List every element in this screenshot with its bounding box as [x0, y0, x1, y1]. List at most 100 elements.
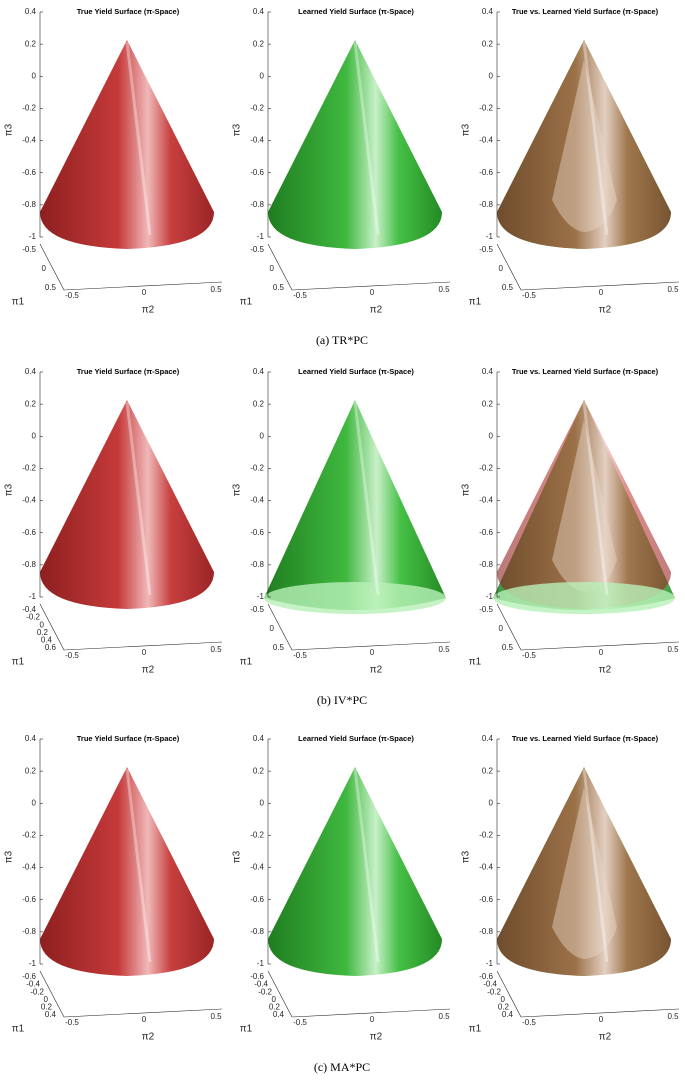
x1-axis-label: π1	[469, 657, 482, 668]
x1-axis-label: π1	[12, 1024, 25, 1035]
true-surface	[497, 400, 671, 609]
z-tick-label: 0	[489, 431, 494, 440]
x2-axis-label: π2	[370, 1032, 383, 1043]
x1-tick-label: 0.4	[273, 1010, 285, 1019]
z-tick-label: -0.2	[479, 104, 493, 113]
x1-axis	[39, 243, 65, 291]
highlight	[353, 401, 380, 596]
panel-title: True Yield Surface (π-Space)	[77, 734, 180, 743]
highlight	[353, 768, 380, 963]
x2-tick-label: 0.5	[210, 285, 222, 294]
x2-tick-label: 0.5	[438, 1012, 450, 1021]
z-tick-label: 0	[32, 71, 37, 80]
z-tick-label: -0.6	[479, 895, 493, 904]
x2-axis	[520, 641, 680, 651]
panel-title: True vs. Learned Yield Surface (π-Space)	[512, 367, 659, 376]
z-tick-label: -0.2	[22, 464, 36, 473]
z-tick-label: 0.2	[253, 39, 265, 48]
z-tick-label: 0.2	[482, 766, 494, 775]
highlight	[125, 401, 152, 596]
x2-axis-label: π2	[142, 1032, 155, 1043]
panel: Learned Yield Surface (π-Space) 0.4 0.2 0 -0…	[232, 7, 450, 316]
z-tick-label: -0.8	[22, 200, 36, 209]
highlight	[353, 41, 380, 236]
learned-surface	[264, 400, 446, 610]
x1-tick-label: 0	[42, 264, 47, 273]
x2-tick-label: 0	[142, 1015, 147, 1024]
x2-tick-label: 0.5	[438, 645, 450, 654]
z-tick-label: 0.4	[253, 734, 265, 743]
x1-tick-label: -0.5	[250, 605, 264, 614]
x1-tick-label: 0	[499, 624, 504, 633]
x2-axis	[63, 1008, 223, 1018]
panel: True Yield Surface (π-Space)0.40.20-0.2-…	[4, 734, 222, 1043]
x1-tick-label: 0.5	[502, 643, 514, 652]
x2-axis-label: π2	[142, 305, 155, 316]
z-tick-label: -0.2	[22, 104, 36, 113]
highlight	[125, 768, 152, 963]
z-tick-label: -0.6	[22, 528, 36, 537]
x1-axis-label: π1	[240, 1024, 253, 1035]
x1-tick-label: 0.4	[45, 1010, 57, 1019]
x1-tick-label: -0.6	[250, 972, 264, 981]
x2-tick-label: -0.5	[522, 651, 536, 660]
panel: True vs. Learned Yield Surface (π-Space)…	[461, 7, 679, 316]
figure-row: (b) IV*PC True Yield Surface (π-Space) 0.4…	[4, 367, 679, 707]
z-tick-label: 0.4	[482, 7, 494, 16]
z-axis-label: π3	[232, 483, 243, 496]
x1-tick-label: -0.6	[22, 972, 36, 981]
x1-tick-label: -0.2	[487, 987, 501, 996]
x2-tick-label: 0	[370, 1015, 375, 1024]
panel: Learned Yield Surface (π-Space) 0.4 0.2 0 -0…	[232, 367, 450, 676]
x1-tick-label: -0.6	[479, 972, 493, 981]
x1-axis	[267, 243, 293, 291]
z-tick-label: 0.4	[25, 734, 37, 743]
x2-tick-label: 0	[599, 1015, 604, 1024]
x1-axis-label: π1	[469, 1024, 482, 1035]
z-axis-label: π3	[4, 483, 15, 496]
highlight	[582, 768, 609, 963]
x2-tick-label: 0.5	[667, 285, 679, 294]
panel-title: Learned Yield Surface (π-Space)	[298, 367, 414, 376]
z-tick-label: 0	[32, 798, 37, 807]
z-tick-label: -1	[257, 232, 265, 241]
x1-axis-label: π1	[240, 657, 253, 668]
z-axis-label: π3	[461, 850, 472, 863]
panel-title: True vs. Learned Yield Surface (π-Space)	[512, 7, 659, 16]
z-tick-label: -0.4	[22, 863, 36, 872]
z-axis-label: π3	[4, 850, 15, 863]
z-tick-label: -0.4	[250, 136, 264, 145]
x1-tick-label: 0.5	[273, 643, 285, 652]
learned-surface	[268, 40, 442, 249]
x2-axis-label: π2	[599, 1032, 612, 1043]
z-tick-label: -1	[257, 959, 265, 968]
figure-row: (a) TR*PC True Yield Surface (π-Space) 0.4…	[4, 7, 679, 347]
z-tick-label: -0.8	[22, 560, 36, 569]
panel: True Yield Surface (π-Space)0.40.20-0.2-…	[4, 367, 222, 676]
caption: (c) MA*PC	[314, 1060, 370, 1074]
x1-tick-label: -0.5	[479, 605, 493, 614]
caption: (a) TR*PC	[316, 333, 368, 347]
x2-axis	[291, 281, 451, 291]
panel-title: True Yield Surface (π-Space)	[77, 367, 180, 376]
true-surface	[40, 40, 214, 249]
x2-axis	[520, 1008, 680, 1018]
z-tick-label: -0.4	[22, 136, 36, 145]
overlap-band	[552, 787, 617, 959]
z-tick-label: -1	[486, 592, 494, 601]
z-axis-label: π3	[232, 123, 243, 136]
x1-tick-label: 0	[270, 624, 275, 633]
x1-tick-label: 0.5	[273, 283, 285, 292]
x2-axis	[520, 281, 680, 291]
x1-tick-label: 0.5	[45, 283, 57, 292]
x2-axis-label: π2	[599, 305, 612, 316]
z-tick-label: -1	[486, 959, 494, 968]
x1-axis	[496, 603, 522, 651]
z-tick-label: -0.8	[479, 927, 493, 936]
z-tick-label: -1	[257, 592, 265, 601]
x2-tick-label: 0.5	[210, 645, 222, 654]
panel: True vs. Learned Yield Surface (π-Space)…	[461, 367, 679, 676]
x2-tick-label: -0.5	[522, 291, 536, 300]
base-cap	[493, 582, 675, 614]
